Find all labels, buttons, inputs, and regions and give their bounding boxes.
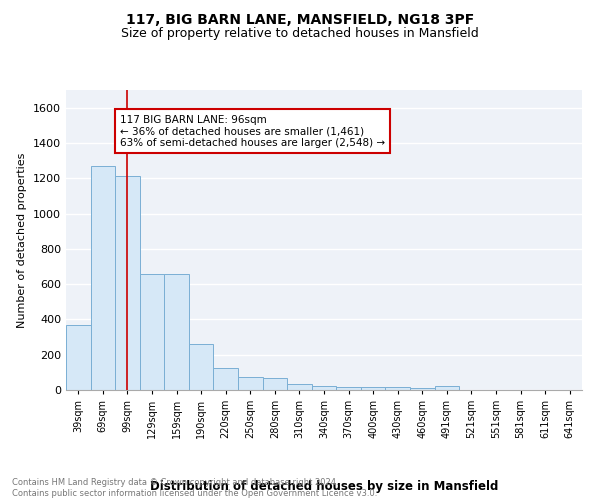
Text: Contains HM Land Registry data © Crown copyright and database right 2024.
Contai: Contains HM Land Registry data © Crown c… — [12, 478, 377, 498]
Bar — [287, 384, 312, 390]
Bar — [434, 386, 459, 390]
Bar — [410, 388, 434, 390]
Bar — [263, 378, 287, 390]
Bar — [312, 386, 336, 390]
Bar — [385, 388, 410, 390]
Text: 117, BIG BARN LANE, MANSFIELD, NG18 3PF: 117, BIG BARN LANE, MANSFIELD, NG18 3PF — [126, 12, 474, 26]
Bar — [66, 324, 91, 390]
Y-axis label: Number of detached properties: Number of detached properties — [17, 152, 28, 328]
Text: 117 BIG BARN LANE: 96sqm
← 36% of detached houses are smaller (1,461)
63% of sem: 117 BIG BARN LANE: 96sqm ← 36% of detach… — [120, 114, 385, 148]
Bar — [115, 176, 140, 390]
Bar — [140, 274, 164, 390]
Text: Size of property relative to detached houses in Mansfield: Size of property relative to detached ho… — [121, 28, 479, 40]
Bar — [361, 388, 385, 390]
Bar — [238, 377, 263, 390]
Bar — [91, 166, 115, 390]
Bar — [336, 387, 361, 390]
Bar — [164, 274, 189, 390]
X-axis label: Distribution of detached houses by size in Mansfield: Distribution of detached houses by size … — [150, 480, 498, 493]
Bar — [214, 368, 238, 390]
Bar — [189, 344, 214, 390]
